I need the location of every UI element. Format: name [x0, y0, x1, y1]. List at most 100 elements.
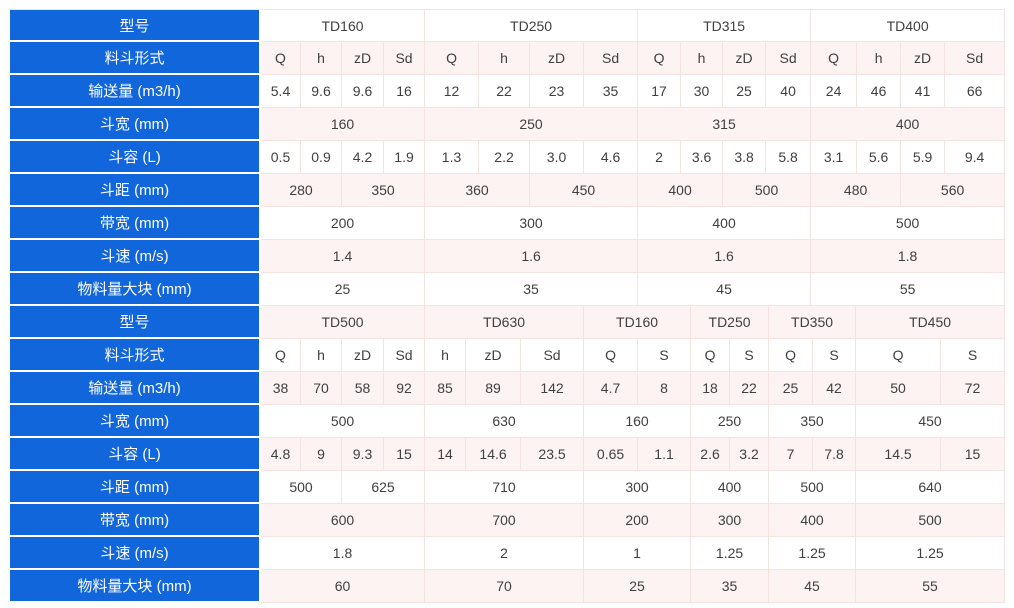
data-cell-bucket-speed: 1.8: [261, 537, 426, 570]
row-label-model: 型号: [10, 9, 261, 42]
data-cell-max-lump: 35: [425, 273, 639, 306]
data-cell-bucket-pitch: 625: [342, 471, 426, 504]
data-cell-bucket-width: 400: [811, 108, 1006, 141]
data-cell-capacity: 92: [384, 372, 426, 405]
data-cell-bucket-volume: 4.2: [342, 141, 384, 174]
table-row-max-lump: 物料量大块 (mm) 25 35 45 55: [10, 273, 1006, 306]
data-cell-bucket-volume: 1.1: [638, 438, 692, 471]
data-cell-bucket-type: zD: [466, 339, 522, 372]
row-label-bucket-volume: 斗容 (L): [10, 438, 261, 471]
data-cell-bucket-width: 350: [769, 405, 857, 438]
data-cell-bucket-type: h: [301, 339, 342, 372]
data-cell-bucket-volume: 3.2: [730, 438, 770, 471]
data-cell-bucket-pitch: 300: [584, 471, 692, 504]
data-cell-bucket-volume: 4.6: [584, 141, 639, 174]
data-cell-bucket-pitch: 710: [425, 471, 585, 504]
data-cell-capacity: 17: [638, 75, 682, 108]
data-cell-bucket-type: Q: [584, 339, 639, 372]
table-row-bucket-pitch: 斗距 (mm) 280 350 360 450 400 500 480 560: [10, 174, 1006, 207]
data-cell-bucket-volume: 5.8: [766, 141, 812, 174]
data-cell-bucket-type: Q: [261, 42, 301, 75]
data-cell-bucket-type: Sd: [584, 42, 639, 75]
data-cell-capacity: 18: [691, 372, 731, 405]
data-cell-bucket-type: S: [638, 339, 692, 372]
data-cell-bucket-type: Sd: [384, 42, 426, 75]
data-cell-bucket-volume: 5.9: [901, 141, 946, 174]
table-row-max-lump: 物料量大块 (mm) 60 70 25 35 45 55: [10, 570, 1006, 603]
data-cell-bucket-type: Sd: [945, 42, 1006, 75]
data-cell-bucket-pitch: 480: [811, 174, 902, 207]
data-cell-belt-width: 300: [691, 504, 770, 537]
data-cell-max-lump: 25: [584, 570, 692, 603]
data-cell-bucket-pitch: 640: [856, 471, 1006, 504]
data-cell-bucket-type: S: [730, 339, 770, 372]
data-cell-bucket-volume: 5.6: [857, 141, 902, 174]
data-cell-bucket-volume: 15: [384, 438, 426, 471]
data-cell-bucket-volume: 14.5: [856, 438, 942, 471]
data-cell-bucket-speed: 1.4: [261, 240, 426, 273]
data-cell-bucket-speed: 1.25: [856, 537, 1006, 570]
row-label-capacity: 输送量 (m3/h): [10, 372, 261, 405]
row-label-bucket-volume: 斗容 (L): [10, 141, 261, 174]
data-cell-capacity: 4.7: [584, 372, 639, 405]
data-cell-bucket-type: S: [813, 339, 857, 372]
data-cell-bucket-type: Sd: [521, 339, 585, 372]
data-cell-model: TD160: [584, 306, 692, 339]
data-cell-bucket-volume: 15: [941, 438, 1006, 471]
table-row-model: 型号 TD500 TD630 TD160 TD250 TD350 TD450: [10, 306, 1006, 339]
table-row-bucket-width: 斗宽 (mm) 500 630 160 250 350 450: [10, 405, 1006, 438]
data-cell-capacity: 58: [342, 372, 384, 405]
row-label-bucket-speed: 斗速 (m/s): [10, 537, 261, 570]
data-cell-bucket-volume: 3.6: [681, 141, 724, 174]
row-label-capacity: 输送量 (m3/h): [10, 75, 261, 108]
data-cell-capacity: 22: [730, 372, 770, 405]
row-label-belt-width: 带宽 (mm): [10, 504, 261, 537]
table-row-bucket-volume: 斗容 (L) 0.5 0.9 4.2 1.9 1.3 2.2 3.0 4.6 2 3.6 3.8 5.8…: [10, 141, 1006, 174]
data-cell-belt-width: 600: [261, 504, 426, 537]
row-label-bucket-speed: 斗速 (m/s): [10, 240, 261, 273]
table-row-capacity: 输送量 (m3/h) 38 70 58 92 85 89 142 4.7 8 18 22 25 42 50 7…: [10, 372, 1006, 405]
data-cell-bucket-volume: 1.9: [384, 141, 426, 174]
data-cell-bucket-type: zD: [342, 42, 384, 75]
data-cell-bucket-speed: 1.6: [425, 240, 639, 273]
data-cell-bucket-type: Q: [769, 339, 814, 372]
data-cell-bucket-type: h: [857, 42, 902, 75]
data-cell-bucket-speed: 2: [425, 537, 585, 570]
data-cell-bucket-type: zD: [342, 339, 384, 372]
data-cell-capacity: 35: [584, 75, 639, 108]
data-cell-bucket-volume: 9: [301, 438, 342, 471]
row-label-max-lump: 物料量大块 (mm): [10, 570, 261, 603]
data-cell-bucket-volume: 23.5: [521, 438, 585, 471]
data-cell-max-lump: 70: [425, 570, 585, 603]
row-label-bucket-pitch: 斗距 (mm): [10, 471, 261, 504]
data-cell-bucket-volume: 7.8: [813, 438, 857, 471]
data-cell-bucket-type: Q: [691, 339, 731, 372]
data-cell-bucket-type: Q: [261, 339, 301, 372]
data-cell-bucket-pitch: 560: [901, 174, 1006, 207]
row-label-bucket-width: 斗宽 (mm): [10, 405, 261, 438]
row-label-bucket-width: 斗宽 (mm): [10, 108, 261, 141]
table-row-bucket-speed: 斗速 (m/s) 1.8 2 1 1.25 1.25 1.25: [10, 537, 1006, 570]
row-label-bucket-type: 料斗形式: [10, 339, 261, 372]
data-cell-model: TD500: [261, 306, 426, 339]
data-cell-bucket-type: zD: [723, 42, 767, 75]
data-cell-max-lump: 35: [691, 570, 770, 603]
data-cell-model: TD400: [811, 9, 1006, 42]
data-cell-belt-width: 500: [856, 504, 1006, 537]
data-cell-bucket-width: 250: [691, 405, 770, 438]
data-cell-capacity: 9.6: [342, 75, 384, 108]
data-cell-capacity: 50: [856, 372, 942, 405]
data-cell-bucket-pitch: 350: [342, 174, 426, 207]
data-cell-max-lump: 45: [638, 273, 812, 306]
data-cell-bucket-type: Q: [638, 42, 682, 75]
data-cell-belt-width: 400: [769, 504, 857, 537]
data-cell-model: TD250: [425, 9, 639, 42]
data-cell-belt-width: 300: [425, 207, 639, 240]
data-cell-capacity: 42: [813, 372, 857, 405]
data-cell-bucket-pitch: 360: [425, 174, 531, 207]
data-cell-bucket-width: 315: [638, 108, 812, 141]
data-cell-bucket-speed: 1.25: [769, 537, 857, 570]
data-cell-bucket-volume: 2.2: [479, 141, 531, 174]
